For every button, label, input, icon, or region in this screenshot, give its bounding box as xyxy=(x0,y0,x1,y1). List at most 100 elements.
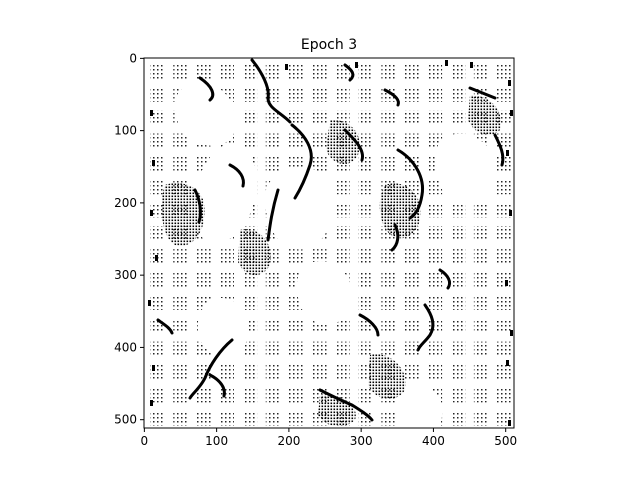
blank-region xyxy=(296,261,353,325)
texture-block xyxy=(219,249,234,264)
texture-block xyxy=(358,156,373,172)
texture-block xyxy=(265,318,281,333)
texture-block xyxy=(427,318,443,333)
texture-block xyxy=(288,341,304,357)
image-area xyxy=(144,58,514,428)
edge-mark xyxy=(155,255,158,261)
texture-block xyxy=(473,64,489,79)
texture-block xyxy=(242,133,258,148)
texture-block xyxy=(497,87,512,102)
texture-block xyxy=(196,272,211,287)
texture-block xyxy=(242,387,258,403)
texture-block xyxy=(288,387,304,403)
texture-block xyxy=(358,387,373,403)
texture-block xyxy=(242,295,258,310)
texture-block xyxy=(404,295,419,310)
edge-mark xyxy=(152,160,155,166)
texture-block xyxy=(404,87,419,102)
texture-block xyxy=(497,226,512,241)
edge-mark xyxy=(509,210,512,216)
blank-region xyxy=(435,133,497,206)
x-tick-label: 200 xyxy=(277,434,300,448)
texture-block xyxy=(404,64,419,79)
texture-block xyxy=(265,295,281,310)
texture-block xyxy=(450,226,466,241)
dark-stroke xyxy=(493,133,505,167)
texture-block xyxy=(265,341,281,357)
texture-block xyxy=(242,87,258,102)
texture-block xyxy=(173,411,188,426)
texture-block xyxy=(288,411,304,426)
texture-block xyxy=(288,318,304,333)
edge-mark xyxy=(508,80,511,86)
texture-block xyxy=(473,226,489,241)
texture-block xyxy=(497,249,512,264)
dark-stroke xyxy=(343,63,355,82)
texture-block xyxy=(381,249,396,264)
texture-block xyxy=(265,64,281,79)
texture-block xyxy=(196,387,211,403)
texture-block xyxy=(497,179,512,195)
edge-mark xyxy=(445,60,448,66)
texture-block xyxy=(497,156,512,172)
texture-block xyxy=(381,295,396,310)
texture-block xyxy=(265,133,281,148)
edge-mark xyxy=(150,400,153,406)
texture-block xyxy=(358,411,373,426)
texture-block xyxy=(312,156,327,172)
texture-block xyxy=(381,110,396,125)
texture-block xyxy=(219,411,234,426)
texture-block xyxy=(427,295,443,310)
y-tick-label: 400 xyxy=(114,340,137,354)
edge-mark xyxy=(505,280,508,286)
texture-block xyxy=(173,133,188,148)
texture-block xyxy=(450,272,466,287)
texture-block xyxy=(404,364,419,380)
texture-block xyxy=(473,318,489,333)
texture-block xyxy=(427,202,443,218)
texture-block xyxy=(381,318,396,333)
edge-mark xyxy=(506,150,509,156)
edge-mark xyxy=(470,62,473,68)
dark-stroke xyxy=(266,188,280,242)
texture-block xyxy=(150,87,165,102)
texture-block xyxy=(427,226,443,241)
y-axis: 0 100 200 300 400 500 xyxy=(114,51,144,427)
dark-stroke xyxy=(290,123,313,200)
texture-block xyxy=(497,318,512,333)
texture-block xyxy=(173,295,188,310)
texture-block xyxy=(404,272,419,287)
texture-block xyxy=(427,64,443,79)
texture-block xyxy=(358,249,373,264)
texture-block xyxy=(358,341,373,357)
textured-region xyxy=(368,354,406,400)
texture-block xyxy=(497,295,512,310)
texture-block xyxy=(265,364,281,380)
texture-block xyxy=(404,133,419,148)
dark-stroke xyxy=(396,148,425,220)
texture-block xyxy=(173,318,188,333)
texture-block xyxy=(335,87,350,102)
x-tick-label: 0 xyxy=(141,434,149,448)
texture-block xyxy=(358,110,373,125)
texture-block xyxy=(450,411,466,426)
texture-block xyxy=(358,295,373,310)
dark-stroke xyxy=(208,373,226,398)
texture-block xyxy=(335,226,350,241)
texture-block xyxy=(358,226,373,241)
texture-block xyxy=(219,64,234,79)
texture-block xyxy=(381,133,396,148)
texture-block xyxy=(450,318,466,333)
edge-mark xyxy=(152,365,155,371)
texture-block xyxy=(173,364,188,380)
texture-block xyxy=(335,179,350,195)
texture-block xyxy=(150,387,165,403)
texture-block xyxy=(358,272,373,287)
texture-block xyxy=(427,272,443,287)
texture-block xyxy=(381,156,396,172)
texture-block xyxy=(450,110,466,125)
texture-block xyxy=(427,179,443,195)
texture-block xyxy=(450,341,466,357)
texture-block xyxy=(450,249,466,264)
